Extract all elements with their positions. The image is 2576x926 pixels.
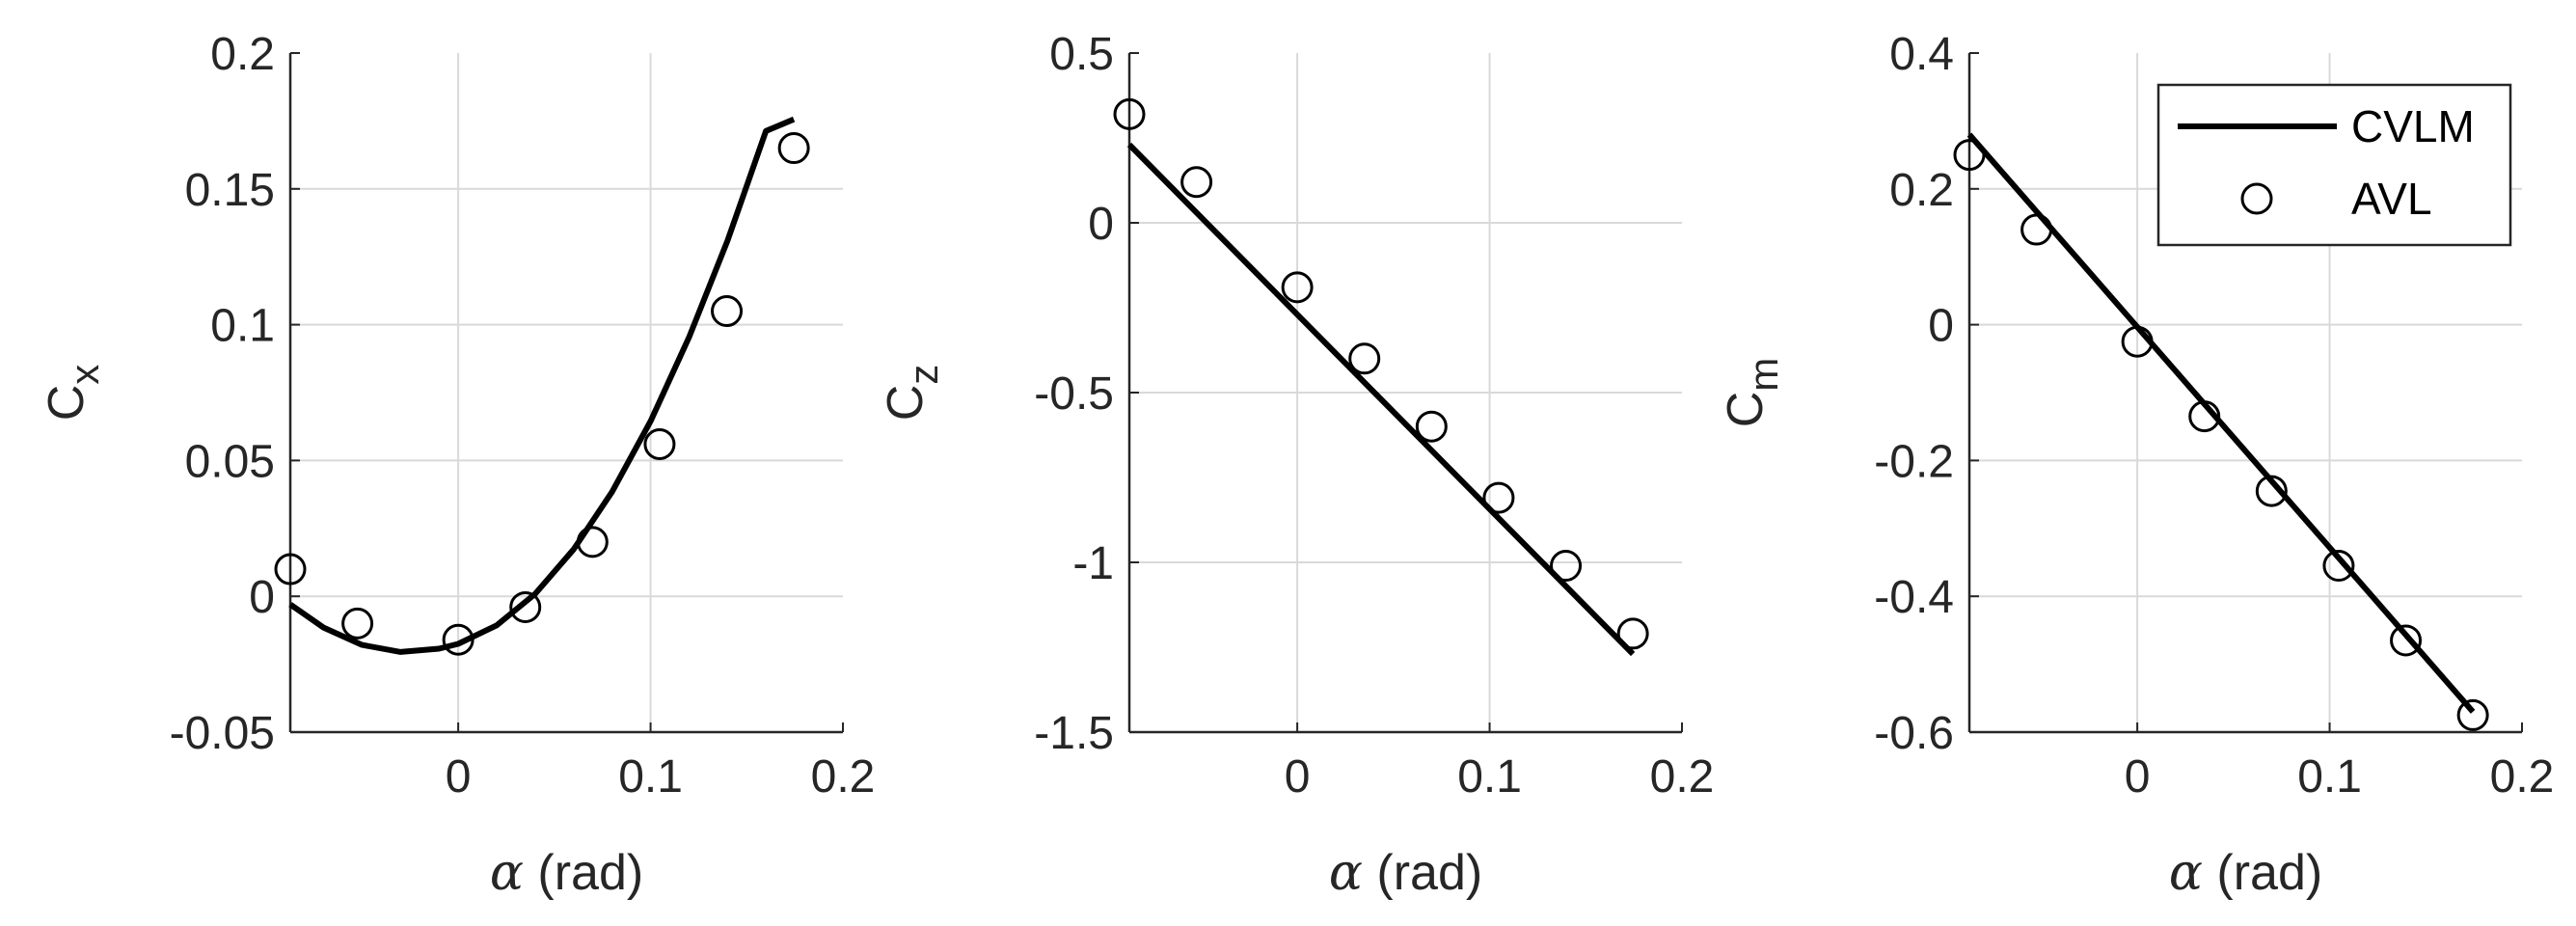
series-line-cvlm — [1126, 142, 1636, 657]
data-point-avl — [2322, 550, 2355, 583]
data-point-avl — [1550, 550, 1583, 583]
x-tick-label: 0 — [2125, 751, 2151, 803]
y-axis-label: Cx — [39, 365, 107, 422]
y-tick-label: 0 — [1088, 199, 1114, 250]
y-tick-label: -1.5 — [1034, 708, 1114, 759]
data-point-avl — [1113, 97, 1146, 130]
data-point-avl — [2020, 213, 2053, 246]
data-point-avl — [711, 295, 744, 328]
x-tick-label: 0.1 — [2297, 751, 2362, 803]
y-tick-label: -0.05 — [170, 708, 275, 759]
series-line-cvlm — [288, 116, 796, 655]
data-point-avl — [509, 590, 542, 623]
legend: CVLM AVL — [2156, 83, 2512, 247]
x-tick-label: 0.1 — [618, 751, 683, 803]
y-tick-label: -0.6 — [1874, 708, 1954, 759]
x-tick-label: 0 — [446, 751, 472, 803]
y-axis-label: Cz — [878, 365, 946, 422]
legend-box — [2156, 83, 2512, 247]
y-tick-label: 0 — [1928, 301, 1954, 352]
x-tick-label: 0 — [1285, 751, 1311, 803]
data-point-avl — [2121, 325, 2154, 358]
data-point-avl — [2456, 698, 2489, 731]
data-point-avl — [2188, 400, 2221, 433]
y-tick-label: 0.5 — [1049, 29, 1114, 80]
x-axis-label: α (rad) — [490, 844, 643, 902]
y-tick-label: 0.15 — [185, 165, 275, 216]
y-tick-label: 0.4 — [1889, 29, 1954, 80]
data-point-avl — [1180, 166, 1213, 199]
data-point-avl — [1616, 617, 1649, 650]
x-tick-label: 0.1 — [1457, 751, 1522, 803]
y-tick-label: 0 — [249, 572, 275, 623]
data-point-avl — [274, 553, 307, 586]
data-point-avl — [1415, 410, 1448, 443]
data-point-avl — [643, 428, 676, 461]
panel-2: 0 0.1 0.2 -1.5 -1 -0.5 0 0.5 α (rad) Cz — [878, 29, 1714, 902]
y-tick-label: -1 — [1072, 538, 1114, 589]
data-point-avl — [341, 607, 374, 640]
panel-1: 0 0.1 0.2 -0.05 0 0.05 0.1 0.15 0.2 α (rad) Cx — [39, 29, 875, 902]
legend-circle-swatch — [2240, 182, 2273, 215]
data-point-avl — [1482, 481, 1515, 514]
x-axis-label: α (rad) — [1329, 844, 1482, 902]
x-tick-label: 0.2 — [811, 751, 876, 803]
data-point-avl — [2390, 624, 2423, 657]
data-point-avl — [1953, 139, 1986, 172]
data-point-avl — [2255, 475, 2288, 507]
data-point-avl — [442, 623, 475, 656]
data-point-avl — [576, 526, 609, 558]
data-point-avl — [777, 132, 810, 165]
series-line-cvlm — [1966, 132, 2476, 714]
x-tick-label: 0.2 — [2490, 751, 2555, 803]
y-tick-label: 0.05 — [185, 436, 275, 487]
x-tick-label: 0.2 — [1650, 751, 1715, 803]
y-tick-label: -0.4 — [1874, 572, 1954, 623]
legend-label: AVL — [2351, 174, 2432, 224]
y-tick-label: -0.5 — [1034, 368, 1114, 420]
y-tick-label: 0.2 — [1889, 165, 1954, 216]
data-point-avl — [1281, 271, 1314, 304]
x-axis-label: α (rad) — [2169, 844, 2322, 902]
y-tick-label: 0.1 — [210, 301, 275, 352]
y-tick-label: 0.2 — [210, 29, 275, 80]
data-point-avl — [1348, 342, 1381, 375]
y-tick-label: -0.2 — [1874, 436, 1954, 487]
y-axis-label: Cm — [1718, 358, 1786, 428]
legend-label: CVLM — [2351, 101, 2475, 151]
